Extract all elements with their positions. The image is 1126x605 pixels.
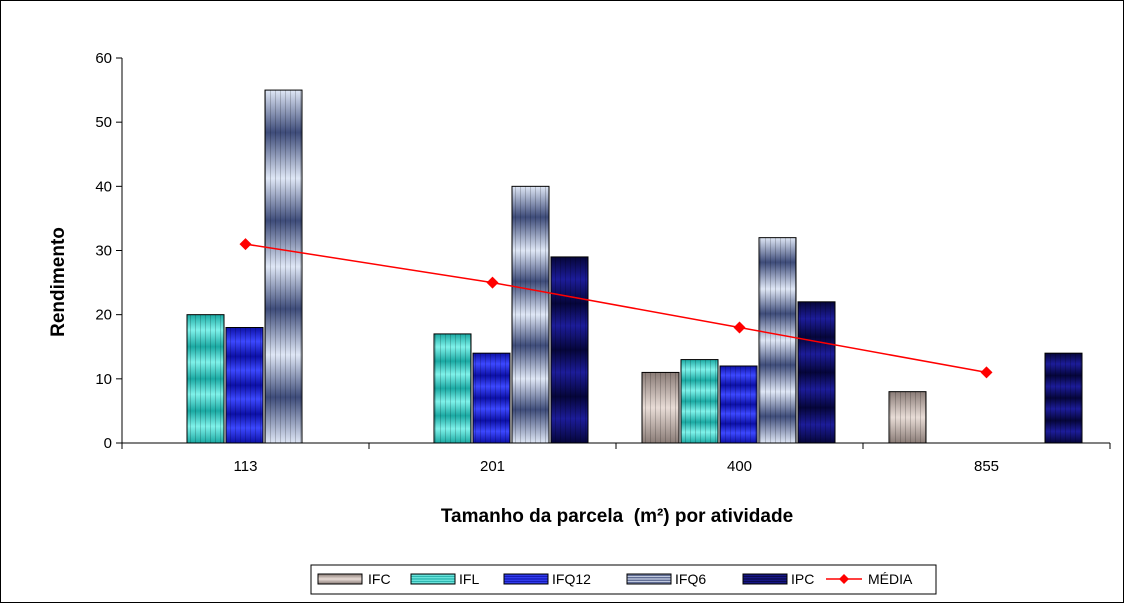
x-tick-label: 113 xyxy=(234,458,258,475)
bar-ifq12 xyxy=(719,365,758,444)
series-line-média xyxy=(245,243,987,374)
x-tick-label: 855 xyxy=(974,458,999,475)
legend-swatch xyxy=(410,573,456,585)
bar-ipc xyxy=(1044,352,1083,444)
bar-ifc xyxy=(888,391,927,444)
bar-ifl xyxy=(433,333,472,444)
y-tick-label: 50 xyxy=(95,114,112,131)
y-tick-label: 0 xyxy=(104,435,112,452)
legend: IFC IFL IFQ12 IFQ6 IPC MÉDIA xyxy=(310,564,937,595)
bar-ipc xyxy=(797,301,836,444)
y-tick-label: 40 xyxy=(95,178,112,195)
bar-texture xyxy=(512,186,549,444)
legend-label: MÉDIA xyxy=(868,571,913,587)
legend-swatch xyxy=(626,573,672,585)
y-axis-title: Rendimento xyxy=(48,227,69,337)
bar-texture xyxy=(759,237,796,443)
bar-ifq12 xyxy=(472,352,511,444)
legend-label: IPC xyxy=(791,571,814,587)
bar-ifq12 xyxy=(225,327,264,444)
legend-swatch xyxy=(503,573,549,585)
bar-texture xyxy=(889,391,926,443)
legend-item-ipc: IPC xyxy=(742,571,814,587)
bar-texture xyxy=(265,90,302,443)
series-marker xyxy=(733,321,746,334)
bar-texture xyxy=(226,327,263,443)
bar-ifc xyxy=(641,371,680,444)
bar-texture xyxy=(681,359,718,443)
legend-item-ifq12: IFQ12 xyxy=(503,571,591,587)
bar-ifq6 xyxy=(758,237,797,444)
bar-texture xyxy=(187,314,224,443)
bar-texture xyxy=(551,256,588,443)
bar-ifl xyxy=(186,314,225,444)
legend-item-ifl: IFL xyxy=(410,571,479,587)
plot-area: 0 10 20 30 40 50 60 113 201 400 855 xyxy=(95,50,1111,475)
legend-item-ifc: IFC xyxy=(317,571,391,587)
x-tick-label: 201 xyxy=(480,458,505,475)
legend-swatch xyxy=(317,573,363,585)
legend-label: IFQ12 xyxy=(552,571,591,587)
bar-texture xyxy=(434,333,471,443)
bar-ifq6 xyxy=(264,89,303,444)
bar-texture xyxy=(798,301,835,443)
bar-ipc xyxy=(550,256,589,444)
bar-texture xyxy=(720,366,757,443)
bar-texture xyxy=(473,353,510,443)
legend-swatch-marker xyxy=(839,574,849,584)
bar-texture xyxy=(1045,353,1082,443)
x-tick-label: 400 xyxy=(727,458,752,475)
bar-ifq6 xyxy=(511,185,550,444)
bar-texture xyxy=(642,372,679,443)
y-tick-label: 10 xyxy=(95,371,112,388)
series-marker xyxy=(239,238,252,251)
legend-swatch xyxy=(742,573,788,585)
legend-label: IFQ6 xyxy=(675,571,706,587)
x-axis-title: Tamanho da parcela (m²) por atividade xyxy=(441,506,793,527)
series-marker xyxy=(980,366,993,379)
legend-item-ifq6: IFQ6 xyxy=(626,571,706,587)
legend-item-média: MÉDIA xyxy=(826,571,913,587)
legend-label: IFC xyxy=(368,571,391,587)
legend-label: IFL xyxy=(459,571,479,587)
y-tick-label: 30 xyxy=(95,243,112,260)
y-tick-label: 20 xyxy=(95,307,112,324)
y-tick-label: 60 xyxy=(95,50,112,67)
series-marker xyxy=(486,276,499,289)
bar-ifl xyxy=(680,359,719,444)
